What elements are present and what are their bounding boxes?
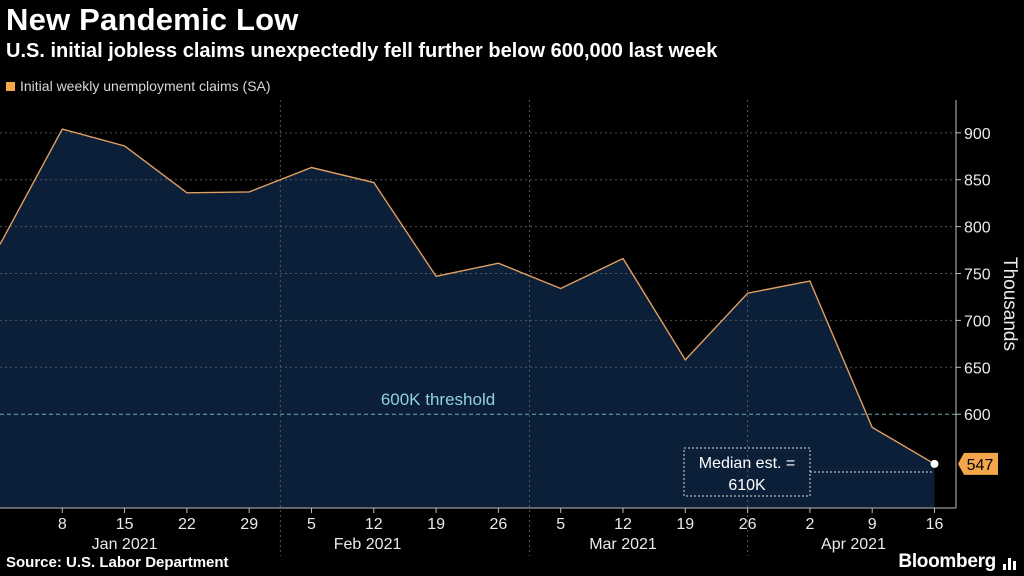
y-tick-label: 800 — [964, 220, 991, 237]
x-tick-label: 15 — [116, 516, 134, 533]
median-estimate-label: Median est. = — [699, 455, 796, 472]
reference-line-label: 600K threshold — [381, 390, 495, 409]
x-tick-label: 12 — [365, 516, 383, 533]
series-line — [0, 128, 935, 465]
y-tick-label: 750 — [964, 267, 991, 284]
last-point-marker — [930, 459, 939, 468]
x-tick-label: 26 — [490, 516, 508, 533]
y-axis-label: Thousands — [999, 257, 1020, 351]
brand-logo: Bloomberg — [898, 551, 996, 572]
last-value-tag — [958, 452, 998, 475]
x-tick-label: 12 — [614, 516, 632, 533]
x-tick-label: 9 — [868, 516, 877, 533]
brand-mark-icon — [1003, 558, 1016, 570]
month-label: Apr 2021 — [821, 536, 886, 553]
chart-subtitle: U.S. initial jobless claims unexpectedly… — [6, 40, 718, 62]
legend-label: Initial weekly unemployment claims (SA) — [20, 78, 271, 94]
x-tick-label: 19 — [427, 516, 445, 533]
y-tick-label: 600 — [964, 407, 991, 424]
source-note: Source: U.S. Labor Department — [6, 554, 229, 571]
x-tick-label: 5 — [307, 516, 316, 533]
y-tick-label: 700 — [964, 313, 991, 330]
x-tick-label: 2 — [805, 516, 814, 533]
median-estimate-value: 610K — [728, 477, 766, 494]
x-tick-label: 5 — [556, 516, 565, 533]
month-label: Jan 2021 — [92, 536, 158, 553]
y-tick-label: 900 — [964, 126, 991, 143]
x-tick-label: 22 — [178, 516, 196, 533]
chart-title: New Pandemic Low — [6, 2, 299, 37]
month-label: Feb 2021 — [334, 536, 402, 553]
x-tick-label: 16 — [926, 516, 944, 533]
x-tick-label: 29 — [240, 516, 258, 533]
legend: Initial weekly unemployment claims (SA) — [6, 78, 271, 94]
y-tick-label: 650 — [964, 360, 991, 377]
x-tick-label: 8 — [58, 516, 67, 533]
y-tick-label: 850 — [964, 173, 991, 190]
x-tick-label: 26 — [739, 516, 757, 533]
last-value-label: 547 — [967, 457, 994, 474]
x-tick-label: 19 — [676, 516, 694, 533]
month-label: Mar 2021 — [589, 536, 657, 553]
area-fill — [0, 129, 935, 508]
legend-swatch — [6, 81, 15, 91]
